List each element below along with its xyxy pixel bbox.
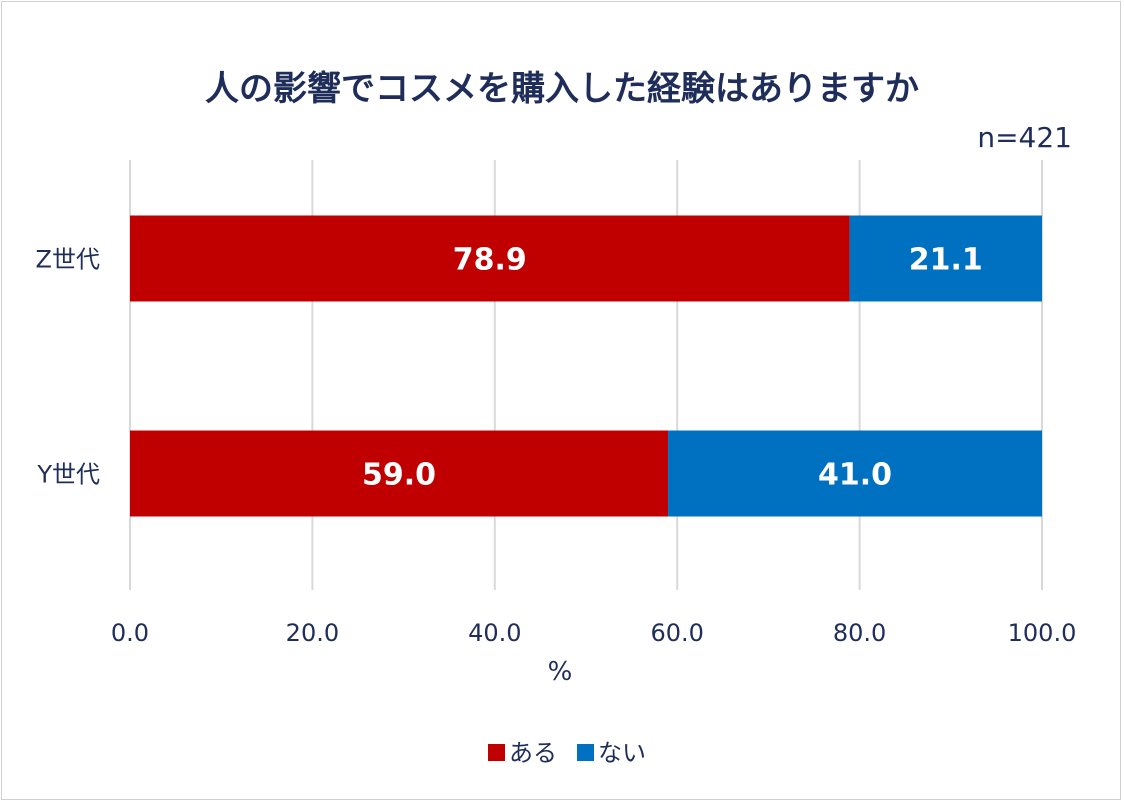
category-label: Y世代 — [36, 461, 100, 489]
data-label: 78.9 — [453, 243, 527, 278]
x-axis-label: % — [548, 657, 573, 687]
x-tick-label: 20.0 — [286, 619, 339, 647]
x-axis-ticks: 0.0 20.0 40.0 60.0 80.0 100.0 — [111, 619, 1076, 647]
legend-label: ない — [598, 739, 646, 767]
bar-segment — [849, 215, 1042, 302]
x-tick-label: 100.0 — [1008, 619, 1077, 647]
data-label: 21.1 — [909, 243, 983, 278]
legend-swatch — [488, 744, 505, 761]
chart-title: 人の影響でコスメを購入した経験はありますか — [205, 69, 919, 109]
bar-segment — [130, 215, 850, 302]
x-tick-label: 0.0 — [111, 619, 149, 647]
bars: 78.9 21.1 59.0 41.0 — [130, 215, 1042, 517]
x-tick-label: 40.0 — [468, 619, 521, 647]
data-label: 41.0 — [818, 458, 892, 493]
sample-size-note: n=421 — [977, 121, 1072, 154]
x-tick-label: 60.0 — [650, 619, 703, 647]
legend-swatch — [577, 744, 594, 761]
category-label: Z世代 — [36, 246, 100, 274]
legend: ある ない — [488, 739, 646, 767]
bar-segment — [668, 430, 1042, 517]
legend-label: ある — [509, 739, 557, 767]
bar-segment — [130, 430, 669, 517]
category-labels: Z世代 Y世代 — [36, 246, 100, 489]
x-tick-label: 80.0 — [833, 619, 886, 647]
data-label: 59.0 — [362, 458, 436, 493]
